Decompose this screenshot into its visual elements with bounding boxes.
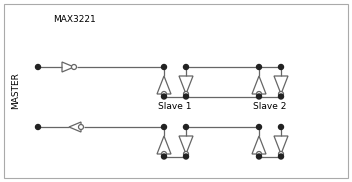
Circle shape bbox=[183, 154, 189, 159]
Circle shape bbox=[36, 124, 40, 130]
Circle shape bbox=[257, 92, 262, 96]
Circle shape bbox=[257, 124, 262, 130]
Circle shape bbox=[278, 64, 283, 70]
Circle shape bbox=[257, 64, 262, 70]
Circle shape bbox=[278, 124, 283, 130]
Circle shape bbox=[162, 92, 166, 96]
Circle shape bbox=[257, 94, 262, 99]
Circle shape bbox=[183, 94, 189, 99]
Circle shape bbox=[278, 94, 283, 99]
Circle shape bbox=[278, 154, 283, 159]
Circle shape bbox=[162, 151, 166, 157]
Text: Slave 1: Slave 1 bbox=[158, 102, 192, 111]
Circle shape bbox=[183, 151, 189, 157]
Circle shape bbox=[162, 154, 166, 159]
Text: Slave 2: Slave 2 bbox=[253, 102, 287, 111]
Circle shape bbox=[162, 94, 166, 99]
Circle shape bbox=[257, 154, 262, 159]
Circle shape bbox=[257, 151, 262, 157]
Circle shape bbox=[71, 64, 76, 70]
Circle shape bbox=[36, 64, 40, 70]
Circle shape bbox=[162, 124, 166, 130]
Circle shape bbox=[162, 64, 166, 70]
Circle shape bbox=[183, 124, 189, 130]
Text: MAX3221: MAX3221 bbox=[54, 15, 96, 25]
Circle shape bbox=[278, 151, 283, 157]
Circle shape bbox=[183, 92, 189, 96]
Circle shape bbox=[78, 124, 83, 130]
Text: MASTER: MASTER bbox=[12, 73, 20, 109]
Circle shape bbox=[278, 92, 283, 96]
Circle shape bbox=[183, 64, 189, 70]
